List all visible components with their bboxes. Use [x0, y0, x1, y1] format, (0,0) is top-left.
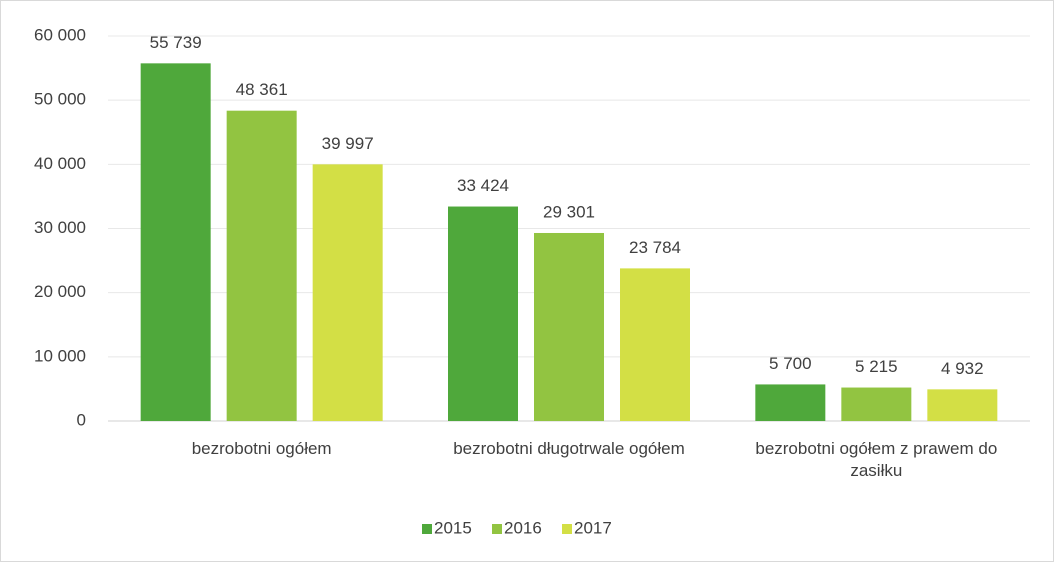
bar [841, 387, 912, 421]
data-label: 4 932 [941, 359, 984, 378]
y-tick-label: 60 000 [34, 25, 86, 44]
data-label: 5 700 [769, 354, 812, 373]
bar [448, 206, 518, 421]
x-tick-label: bezrobotni długotrwale ogółem [453, 439, 685, 458]
data-label: 33 424 [457, 176, 509, 195]
bar [226, 110, 297, 421]
data-label: 23 784 [629, 238, 681, 257]
x-tick-label: bezrobotni ogółem z prawem do zasiłku [755, 439, 998, 480]
legend-swatch [562, 524, 572, 534]
bar [755, 384, 826, 421]
data-label: 39 997 [322, 134, 374, 153]
legend-label: 2016 [504, 518, 542, 537]
legend-label: 2015 [434, 518, 472, 537]
data-label: 48 361 [236, 80, 288, 99]
y-tick-label: 0 [77, 410, 86, 429]
data-label: 5 215 [855, 357, 898, 376]
y-tick-label: 10 000 [34, 346, 86, 365]
y-tick-label: 20 000 [34, 282, 86, 301]
legend-swatch [422, 524, 432, 534]
data-label: 55 739 [150, 33, 202, 52]
legend-swatch [492, 524, 502, 534]
y-tick-label: 40 000 [34, 154, 86, 173]
data-label: 29 301 [543, 202, 595, 221]
bar [620, 268, 690, 421]
bar [140, 63, 211, 421]
y-tick-label: 30 000 [34, 218, 86, 237]
y-tick-label: 50 000 [34, 90, 86, 109]
bar [534, 232, 604, 421]
bar [312, 164, 383, 421]
bar [927, 389, 998, 421]
legend-label: 2017 [574, 518, 612, 537]
x-tick-label: bezrobotni ogółem [191, 439, 332, 458]
